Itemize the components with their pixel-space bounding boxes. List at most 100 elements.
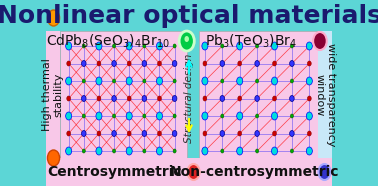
Circle shape (82, 149, 85, 153)
Circle shape (220, 95, 225, 102)
FancyBboxPatch shape (46, 158, 332, 186)
Circle shape (271, 42, 277, 50)
Circle shape (256, 79, 259, 83)
Circle shape (221, 114, 224, 118)
Circle shape (238, 61, 242, 66)
FancyBboxPatch shape (199, 31, 318, 158)
Circle shape (237, 112, 243, 120)
Circle shape (112, 95, 116, 102)
Circle shape (143, 79, 146, 83)
Circle shape (318, 164, 330, 180)
Circle shape (238, 96, 242, 101)
Text: CdPb$_8$(SeO$_3$)$_4$Br$_{10}$: CdPb$_8$(SeO$_3$)$_4$Br$_{10}$ (46, 32, 170, 50)
Circle shape (67, 96, 71, 101)
Circle shape (202, 77, 208, 85)
Circle shape (202, 147, 208, 155)
Circle shape (220, 131, 225, 137)
Circle shape (307, 96, 311, 101)
Circle shape (143, 44, 146, 48)
Circle shape (220, 60, 225, 67)
Circle shape (273, 131, 276, 136)
Circle shape (221, 149, 224, 153)
Circle shape (173, 44, 176, 48)
Circle shape (221, 44, 224, 48)
Text: Pb$_3$(TeO$_3$)Br$_4$: Pb$_3$(TeO$_3$)Br$_4$ (205, 32, 297, 50)
Circle shape (82, 79, 85, 83)
Text: Structural design: Structural design (184, 53, 194, 143)
Circle shape (256, 44, 259, 48)
Circle shape (82, 60, 86, 67)
Circle shape (306, 42, 312, 50)
FancyBboxPatch shape (46, 0, 332, 31)
Circle shape (313, 32, 327, 50)
Circle shape (158, 96, 161, 101)
Circle shape (271, 112, 277, 120)
Circle shape (306, 112, 312, 120)
FancyBboxPatch shape (46, 31, 60, 158)
Circle shape (255, 95, 259, 102)
Circle shape (156, 147, 163, 155)
Circle shape (255, 131, 259, 137)
Text: Non-centrosymmetric: Non-centrosymmetric (169, 165, 339, 179)
Circle shape (290, 114, 293, 118)
Circle shape (273, 96, 276, 101)
Circle shape (290, 79, 293, 83)
Circle shape (127, 61, 131, 66)
Circle shape (290, 131, 294, 137)
Circle shape (271, 77, 277, 85)
Circle shape (158, 61, 161, 66)
Circle shape (202, 42, 208, 50)
Circle shape (273, 61, 276, 66)
Circle shape (158, 131, 161, 136)
Circle shape (82, 95, 86, 102)
Circle shape (96, 112, 102, 120)
Circle shape (126, 77, 132, 85)
Circle shape (127, 96, 131, 101)
Circle shape (112, 60, 116, 67)
Circle shape (256, 114, 259, 118)
Circle shape (290, 149, 293, 153)
Circle shape (67, 131, 71, 136)
Circle shape (142, 131, 147, 137)
Circle shape (96, 77, 102, 85)
Circle shape (307, 61, 311, 66)
Circle shape (112, 131, 116, 137)
Circle shape (126, 42, 132, 50)
Circle shape (96, 147, 102, 155)
Circle shape (113, 149, 116, 153)
Circle shape (113, 44, 116, 48)
Circle shape (143, 114, 146, 118)
Circle shape (202, 112, 208, 120)
Circle shape (48, 150, 60, 166)
FancyBboxPatch shape (60, 31, 187, 158)
Circle shape (187, 164, 200, 180)
Circle shape (156, 42, 163, 50)
Circle shape (66, 77, 72, 85)
Circle shape (255, 60, 259, 67)
Circle shape (97, 61, 101, 66)
Circle shape (113, 79, 116, 83)
Circle shape (142, 60, 147, 67)
Circle shape (173, 149, 176, 153)
Circle shape (271, 147, 277, 155)
Circle shape (67, 61, 71, 66)
Circle shape (96, 42, 102, 50)
Circle shape (306, 77, 312, 85)
Circle shape (172, 95, 177, 102)
FancyBboxPatch shape (318, 31, 332, 158)
Circle shape (237, 42, 243, 50)
Circle shape (66, 147, 72, 155)
Circle shape (203, 61, 207, 66)
Circle shape (97, 96, 101, 101)
Circle shape (48, 10, 60, 26)
Circle shape (142, 95, 147, 102)
Text: Centrosymmetric: Centrosymmetric (47, 165, 181, 179)
Circle shape (127, 131, 131, 136)
Circle shape (221, 79, 224, 83)
Circle shape (203, 131, 207, 136)
Circle shape (173, 114, 176, 118)
Circle shape (97, 131, 101, 136)
Circle shape (156, 112, 163, 120)
Circle shape (82, 44, 85, 48)
Circle shape (156, 77, 163, 85)
